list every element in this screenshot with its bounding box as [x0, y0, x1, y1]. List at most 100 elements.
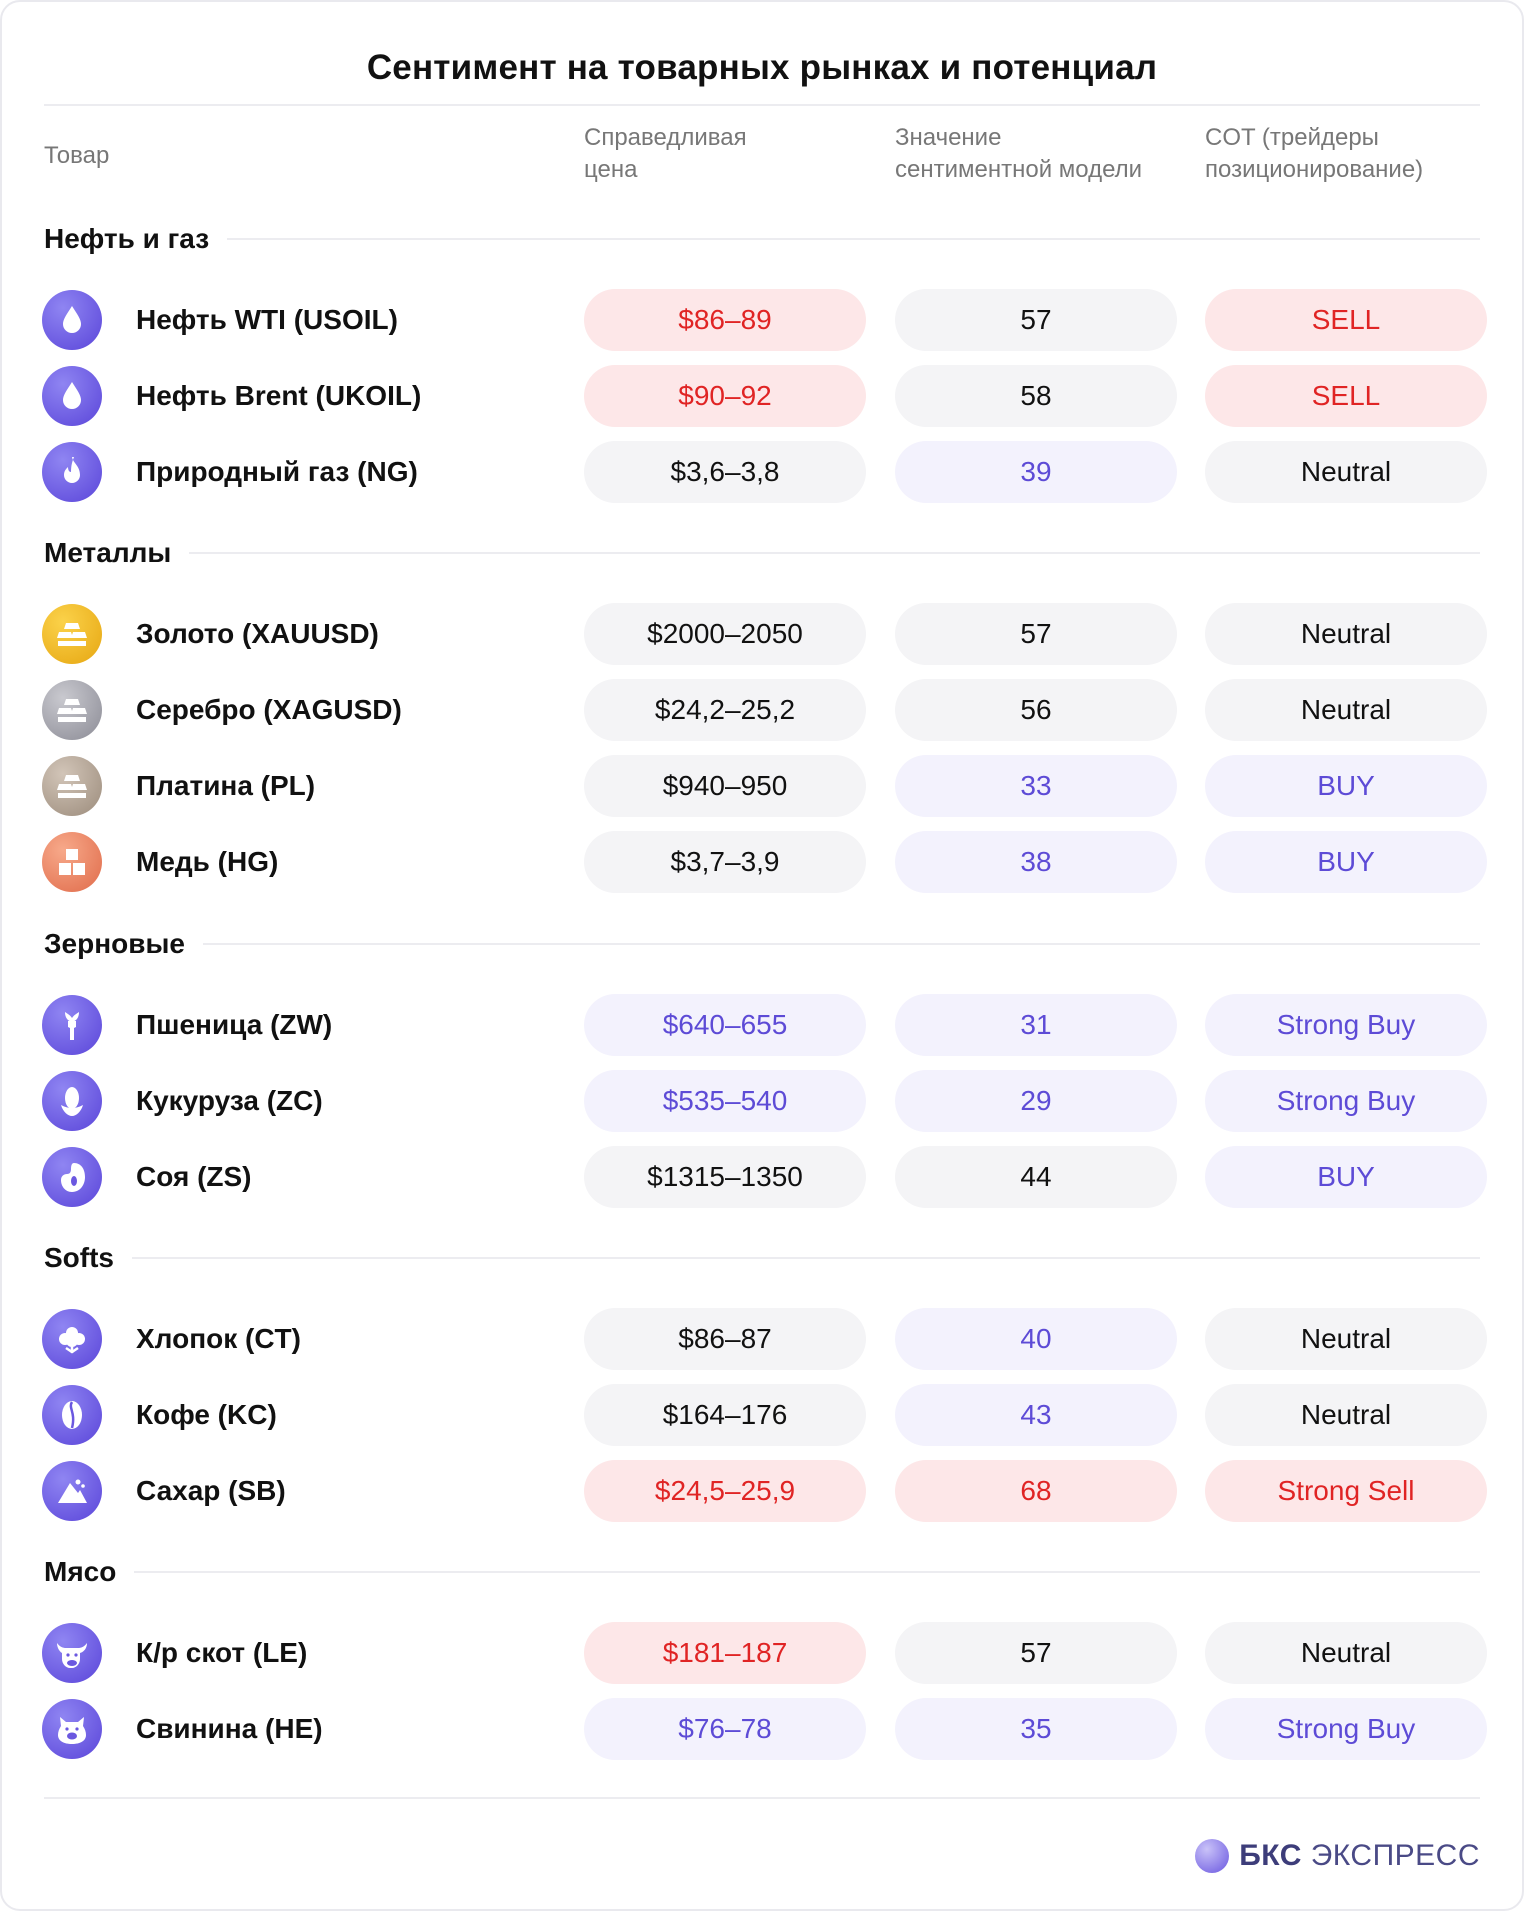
- commodity-name: Соя (ZS): [136, 1161, 252, 1192]
- column-header-cot: COT (трейдеры позиционирование): [1205, 122, 1495, 186]
- fair-price-value: $1315–1350: [584, 1146, 866, 1208]
- commodity-name: Сахар (SB): [136, 1475, 286, 1506]
- column-header-cot-line2: позиционирование): [1205, 156, 1424, 183]
- gold-bars-icon: [42, 604, 102, 664]
- cot-signal: Neutral: [1205, 1622, 1487, 1684]
- sentiment-score: 58: [895, 365, 1177, 427]
- cot-signal: Neutral: [1205, 603, 1487, 665]
- brand-text: БКС ЭКСПРЕСС: [1239, 1839, 1480, 1873]
- table-row: Пшеница (ZW) $640–655 31 Strong Buy: [2, 994, 1524, 1056]
- commodity-name: К/р скот (LE): [136, 1637, 308, 1668]
- fair-price-value: $86–87: [584, 1308, 866, 1370]
- fair-price-value: $2000–2050: [584, 603, 866, 665]
- sentiment-score: 57: [895, 1622, 1177, 1684]
- soybean-icon: [42, 1147, 102, 1207]
- fair-price-value: $535–540: [584, 1070, 866, 1132]
- fair-price-value: $24,2–25,2: [584, 679, 866, 741]
- table-row: Кукуруза (ZC) $535–540 29 Strong Buy: [2, 1070, 1524, 1132]
- column-header-fair-price: Справедливая цена: [584, 122, 874, 186]
- table-row: Хлопок (CT) $86–87 40 Neutral: [2, 1308, 1524, 1370]
- page-title: Сентимент на товарных рынках и потенциал: [366, 48, 1158, 87]
- cot-signal: Neutral: [1205, 679, 1487, 741]
- sentiment-score: 40: [895, 1308, 1177, 1370]
- cot-signal: BUY: [1205, 831, 1487, 893]
- fair-price-value: $640–655: [584, 994, 866, 1056]
- cot-signal: BUY: [1205, 755, 1487, 817]
- commodity-name: Нефть Brent (UKOIL): [136, 380, 422, 411]
- section-divider: [44, 1571, 1480, 1573]
- sentiment-score: 56: [895, 679, 1177, 741]
- wheat-icon: [42, 995, 102, 1055]
- section-header: Мясо: [44, 1552, 1480, 1592]
- table-row: Медь (HG) $3,7–3,9 38 BUY: [2, 831, 1524, 893]
- table-row: Серебро (XAGUSD) $24,2–25,2 56 Neutral: [2, 679, 1524, 741]
- fair-price-value: $24,5–25,9: [584, 1460, 866, 1522]
- sentiment-score: 35: [895, 1698, 1177, 1760]
- title-divider: [44, 104, 1480, 106]
- fair-price-value: $164–176: [584, 1384, 866, 1446]
- column-header-cot-line1: COT (трейдеры: [1205, 124, 1379, 151]
- table-row: Нефть WTI (USOIL) $86–89 57 SELL: [2, 289, 1524, 351]
- section-label: Нефть и газ: [44, 219, 228, 259]
- cot-signal: Strong Sell: [1205, 1460, 1487, 1522]
- sentiment-score: 33: [895, 755, 1177, 817]
- table-row: Сахар (SB) $24,5–25,9 68 Strong Sell: [2, 1460, 1524, 1522]
- corn-icon: [42, 1071, 102, 1131]
- column-header-sentiment-line1: Значение: [895, 124, 1002, 151]
- section-label: Мясо: [44, 1552, 135, 1592]
- commodity-name: Кукуруза (ZC): [136, 1085, 323, 1116]
- sentiment-score: 38: [895, 831, 1177, 893]
- commodity-name: Золото (XAUUSD): [136, 618, 379, 649]
- brand-regular: ЭКСПРЕСС: [1301, 1839, 1480, 1872]
- footer-divider: [44, 1797, 1480, 1799]
- table-row: Природный газ (NG) $3,6–3,8 39 Neutral: [2, 441, 1524, 503]
- table-row: Свинина (HE) $76–78 35 Strong Buy: [2, 1698, 1524, 1760]
- oil-drop-icon: [42, 366, 102, 426]
- fair-price-value: $3,6–3,8: [584, 441, 866, 503]
- cotton-icon: [42, 1309, 102, 1369]
- column-header-fair-price-line1: Справедливая: [584, 124, 747, 151]
- column-header-fair-price-line2: цена: [584, 156, 638, 183]
- commodity-name: Нефть WTI (USOIL): [136, 304, 398, 335]
- cot-signal: Neutral: [1205, 1384, 1487, 1446]
- section-header: Металлы: [44, 533, 1480, 573]
- cot-signal: SELL: [1205, 365, 1487, 427]
- pig-icon: [42, 1699, 102, 1759]
- cot-signal: Strong Buy: [1205, 1698, 1487, 1760]
- section-divider: [44, 1257, 1480, 1259]
- table-row: Нефть Brent (UKOIL) $90–92 58 SELL: [2, 365, 1524, 427]
- commodity-name: Природный газ (NG): [136, 456, 418, 487]
- column-header-sentiment: Значение сентиментной модели: [895, 122, 1185, 186]
- table-row: Платина (PL) $940–950 33 BUY: [2, 755, 1524, 817]
- sugar-pile-icon: [42, 1461, 102, 1521]
- section-header: Зерновые: [44, 924, 1480, 964]
- commodity-name: Кофе (KC): [136, 1399, 277, 1430]
- table-row: Кофе (KC) $164–176 43 Neutral: [2, 1384, 1524, 1446]
- commodity-name: Платина (PL): [136, 770, 316, 801]
- cot-signal: SELL: [1205, 289, 1487, 351]
- brand-logo: БКС ЭКСПРЕСС: [1195, 1834, 1480, 1878]
- table-row: К/р скот (LE) $181–187 57 Neutral: [2, 1622, 1524, 1684]
- table-row: Соя (ZS) $1315–1350 44 BUY: [2, 1146, 1524, 1208]
- section-divider: [44, 238, 1480, 240]
- brand-bold: БКС: [1239, 1839, 1302, 1872]
- column-header-sentiment-line2: сентиментной модели: [895, 156, 1143, 183]
- sentiment-score: 57: [895, 603, 1177, 665]
- oil-drop-icon: [42, 290, 102, 350]
- copper-blocks-icon: [42, 832, 102, 892]
- cot-signal: Neutral: [1205, 1308, 1487, 1370]
- cot-signal: Strong Buy: [1205, 1070, 1487, 1132]
- fair-price-value: $3,7–3,9: [584, 831, 866, 893]
- platinum-bars-icon: [42, 756, 102, 816]
- table-row: Золото (XAUUSD) $2000–2050 57 Neutral: [2, 603, 1524, 665]
- section-divider: [44, 943, 1480, 945]
- section-label: Softs: [44, 1238, 132, 1278]
- flame-icon: [42, 442, 102, 502]
- section-header: Softs: [44, 1238, 1480, 1278]
- commodity-name: Пшеница (ZW): [136, 1009, 333, 1040]
- commodity-name: Медь (HG): [136, 846, 279, 877]
- cow-icon: [42, 1623, 102, 1683]
- fair-price-value: $86–89: [584, 289, 866, 351]
- column-header-product: Товар: [44, 142, 110, 169]
